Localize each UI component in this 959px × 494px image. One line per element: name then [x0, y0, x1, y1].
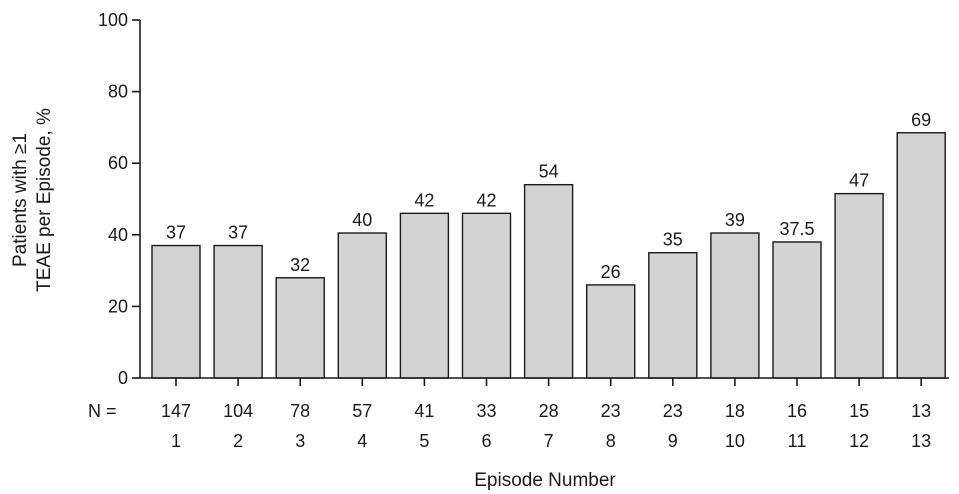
- x-tick-label: 4: [357, 431, 367, 451]
- n-value: 41: [414, 401, 434, 421]
- bar-episode-6: [461, 212, 512, 379]
- x-tick-label: 2: [233, 431, 243, 451]
- y-tick-label: 40: [108, 225, 128, 245]
- x-tick-label: 7: [544, 431, 554, 451]
- x-tick-labels: 1 2 3 4 5 6 7 8 9 10 11 12 13: [171, 431, 931, 451]
- n-value: 78: [290, 401, 310, 421]
- data-label: 32: [290, 255, 310, 275]
- data-label: 40: [352, 210, 372, 230]
- x-tick-label: 13: [911, 431, 931, 451]
- data-label: 35: [663, 230, 683, 250]
- x-tick-label: 8: [606, 431, 616, 451]
- n-prefix-label: N =: [88, 401, 117, 421]
- y-axis-title-line-1: Patients with ≥1: [10, 133, 31, 267]
- y-tick-label: 60: [108, 153, 128, 173]
- x-tick-label: 9: [668, 431, 678, 451]
- n-value: 28: [539, 401, 559, 421]
- x-tick-label: 10: [725, 431, 745, 451]
- bar-episode-12: [834, 192, 884, 379]
- n-value: 33: [476, 401, 496, 421]
- y-axis-title-line-2: TEAE per Episode, %: [34, 108, 55, 292]
- y-axis: 0 20 40 60 80 100: [98, 10, 141, 388]
- n-value: 18: [725, 401, 745, 421]
- data-label: 26: [601, 262, 621, 282]
- data-label: 37: [228, 223, 248, 243]
- bar-episode-8: [586, 284, 636, 379]
- data-label: 42: [476, 190, 496, 210]
- y-tick-label: 20: [108, 296, 128, 316]
- x-axis: [140, 377, 949, 386]
- bar-episode-5: [399, 212, 450, 379]
- y-tick-label: 80: [108, 82, 128, 102]
- x-tick-label: 12: [849, 431, 869, 451]
- data-label: 39: [725, 210, 745, 230]
- bars-group: [151, 132, 946, 379]
- x-tick-label: 3: [295, 431, 305, 451]
- bar-episode-10: [710, 232, 760, 379]
- n-value: 57: [352, 401, 372, 421]
- bar-episode-3: [275, 277, 325, 379]
- y-axis-title: Patients with ≥1 TEAE per Episode, %: [10, 108, 55, 292]
- n-values-row: 147 104 78 57 41 33 28 23 23 18 16 15 13: [161, 401, 931, 421]
- data-label: 69: [911, 110, 931, 130]
- bar-episode-7: [523, 183, 574, 379]
- data-label: 37.5: [779, 219, 814, 239]
- data-label: 37: [166, 223, 186, 243]
- bar-episode-9: [648, 251, 698, 379]
- x-axis-title: Episode Number: [474, 470, 616, 491]
- data-label: 47: [849, 171, 869, 191]
- n-value: 147: [161, 401, 191, 421]
- y-tick-label: 100: [98, 10, 128, 30]
- y-tick-label: 0: [118, 368, 128, 388]
- x-tick-label: 11: [788, 431, 807, 451]
- bar-episode-13: [896, 132, 946, 379]
- data-label: 54: [539, 162, 559, 182]
- data-labels-group: 37 37 32 40 42 42 54 26 35 39 37.5 47 69: [166, 110, 931, 282]
- n-value: 13: [911, 401, 931, 421]
- x-tick-label: 6: [481, 431, 491, 451]
- bar-episode-2: [213, 244, 263, 379]
- x-tick-label: 1: [171, 431, 181, 451]
- n-value: 15: [849, 401, 869, 421]
- n-value: 23: [601, 401, 621, 421]
- bar-episode-4: [337, 232, 387, 379]
- x-tick-label: 5: [419, 431, 429, 451]
- bar-episode-11: [772, 241, 822, 379]
- n-value: 23: [663, 401, 683, 421]
- n-value: 104: [223, 401, 253, 421]
- n-value: 16: [787, 401, 807, 421]
- data-label: 42: [414, 190, 434, 210]
- bar-episode-1: [151, 244, 201, 379]
